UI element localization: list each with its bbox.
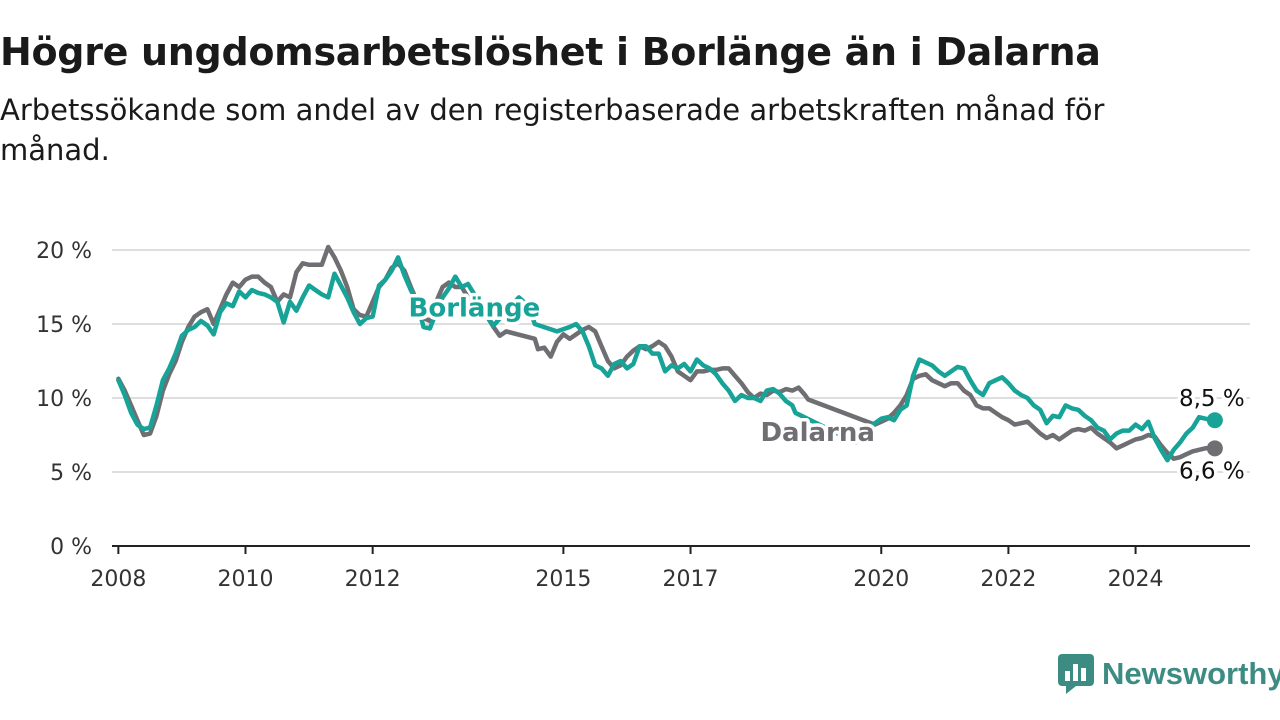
series-label-dalarna: Dalarna <box>760 418 874 448</box>
chart-title: Högre ungdomsarbetslöshet i Borlänge än … <box>0 30 1101 74</box>
x-tick-label: 2017 <box>663 567 719 592</box>
end-point-dalarna <box>1206 440 1223 457</box>
series-line-dalarna <box>116 244 1215 461</box>
y-axis-ticks: 0 % 5 % 10 % 15 % 20 % <box>36 239 92 560</box>
series-labels: Borlänge Dalarna 8,5 % 6,6 % <box>405 290 1248 488</box>
y-tick-label: 10 % <box>36 387 92 412</box>
line-chart: 0 %5 %10 %15 %20 % 2008 2010 2012 2015 2017 2… <box>36 239 1250 592</box>
newsworthy-logo-icon <box>1058 654 1094 694</box>
x-tick-label: 2024 <box>1108 567 1164 592</box>
end-value-borlange: 8,5 % <box>1179 386 1245 412</box>
series-lines <box>116 244 1223 463</box>
x-tick-label: 2020 <box>853 567 909 592</box>
y-tick-label: 5 % <box>50 461 92 486</box>
brand-name: Newsworthy <box>1102 656 1280 691</box>
chart-subtitle: Arbetssökande som andel av den registerb… <box>0 93 1105 167</box>
end-value-dalarna: 6,6 % <box>1179 458 1245 484</box>
y-tick-label: 15 % <box>36 313 92 338</box>
series-label-borlange: Borlänge <box>409 294 541 324</box>
y-tick-label: 20 % <box>36 239 92 264</box>
x-tick-label: 2008 <box>90 567 146 592</box>
newsworthy-logo: Newsworthy <box>1058 654 1280 694</box>
x-tick-label: 2012 <box>345 567 401 592</box>
x-tick-label: 2010 <box>218 567 274 592</box>
x-tick-label: 2015 <box>535 567 591 592</box>
x-axis-ticks: 2008 2010 2012 2015 2017 2020 2022 2024 <box>90 546 1164 592</box>
x-tick-label: 2022 <box>980 567 1036 592</box>
end-point-borlange <box>1206 412 1223 429</box>
y-tick-label: 0 % <box>50 535 92 560</box>
gridlines <box>112 249 1250 473</box>
series-line-borlange <box>116 255 1215 463</box>
